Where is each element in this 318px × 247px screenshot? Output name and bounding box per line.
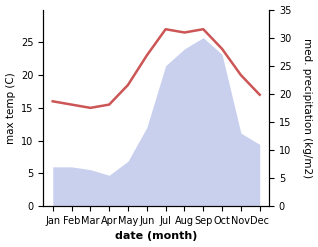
X-axis label: date (month): date (month)	[115, 231, 197, 242]
Y-axis label: max temp (C): max temp (C)	[5, 72, 16, 144]
Y-axis label: med. precipitation (kg/m2): med. precipitation (kg/m2)	[302, 38, 313, 178]
